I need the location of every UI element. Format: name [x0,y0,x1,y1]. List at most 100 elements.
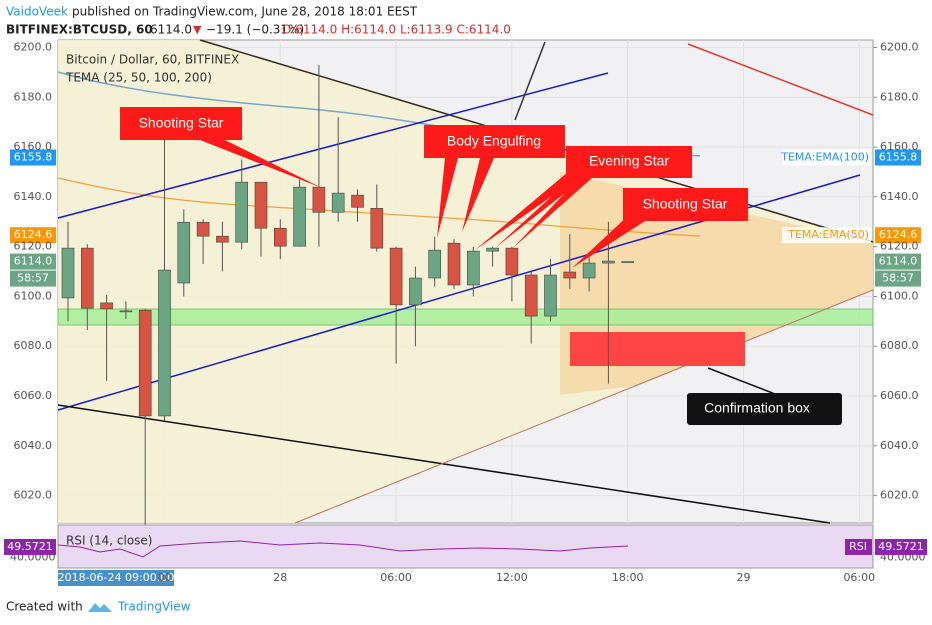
candle-body [486,247,499,252]
rsi-tag [875,538,927,555]
y-tick-label: 6100.0 [14,289,53,302]
y-tick-label: 6120.0 [14,240,53,253]
candle-body [447,242,461,286]
price-tag [875,253,921,270]
tradingview-logo [88,603,112,612]
candle-body [254,181,268,229]
candle-body [331,192,345,213]
callout-pointer [200,140,322,188]
callout-text: Body Engulfing [447,133,541,149]
candle-body [312,186,326,213]
x-tick-label: 06:00 [380,571,412,584]
y-tick-label: 6140.0 [14,190,53,203]
price-tag [10,253,56,270]
candle-body [235,181,248,243]
crosshair-label-bg [58,570,174,586]
legend-study: TEMA (25, 50, 100, 200) [65,71,212,85]
callout-pointer [707,367,776,395]
y-tick-label: 6060.0 [14,389,53,402]
price-tag [875,227,921,244]
callout-pointer [572,214,645,268]
footer-text: Created with [6,600,83,614]
price-tag-label: 6124.6 [14,228,53,241]
candle-body [158,269,171,417]
price-tag [10,227,56,244]
y-tick-label: 6180.0 [14,90,53,103]
y-tick-label: 6100.0 [880,289,919,302]
candle-body [544,274,557,317]
candle-body [409,277,422,306]
candle-body [466,250,480,286]
x-tick-label: 00 [158,571,172,584]
rsi-line [57,540,629,558]
y-tick-label: 6040.0 [14,439,53,452]
callout-pointer [437,158,458,238]
callouts: Shooting Star Body Engulfing Evening Sta… [120,107,842,425]
candle-body [582,262,596,279]
symbol: BITFINEX:BTCUSD, 60 [6,23,153,37]
footer-brand[interactable]: TradingView [117,600,191,614]
callout-box [687,393,842,425]
rsi-name: RSI [849,540,867,553]
candle-body [216,235,229,243]
candle-body [119,310,133,313]
price-tag-label: 6155.8 [14,151,53,164]
y-tick-label: 6040.0 [880,439,919,452]
trendline [57,404,831,524]
rsi-pane [57,524,874,569]
candle-body [177,221,191,284]
candle-body [273,227,287,247]
price-tag-label: 6124.6 [879,228,918,241]
author[interactable]: VaidoVeek [6,5,68,19]
rsi-tag [4,538,56,555]
y-tick-label: 6120.0 [880,240,919,253]
y-tick-label: 6080.0 [880,339,919,352]
price-tag-label: 6155.8 [879,151,918,164]
callout-box [566,146,692,178]
support-zone [57,308,874,326]
x-tick-label: 06:00 [843,571,875,584]
x-tick-label: 29 [737,571,751,584]
callout-text: Confirmation box [704,400,810,416]
candle-body [389,247,403,306]
x-tick-label: 18:00 [612,571,644,584]
candle-body [81,247,94,309]
callout-pointer [513,177,592,248]
callout-text: Evening Star [589,153,669,169]
candle-body [602,260,615,264]
countdown-tag [10,270,56,287]
trendline [514,41,546,121]
y-tick-label: 6080.0 [14,339,53,352]
study-tag-label: TEMA:EMA(100) [780,151,869,164]
price-tag [10,149,56,166]
y-tick-label: 6180.0 [880,90,919,103]
callout-pointer [495,176,584,248]
change-arrow: ▼ [193,23,202,36]
y-tick-label: 6160.0 [14,140,53,153]
channel-line [57,72,609,219]
callout-text: Shooting Star [139,115,224,131]
y-tick-label: 6060.0 [880,389,919,402]
rsi-value: 49.5721 [878,540,924,553]
y-tick-label: 6160.0 [880,140,919,153]
rsi-title: RSI (14, close) [66,534,152,548]
callout-box [623,188,748,221]
y-tick-label: 6200.0 [880,40,919,53]
y-tick-label: 6020.0 [14,489,53,502]
candle-body [293,186,306,247]
countdown: 58:57 [882,272,914,285]
confirmation-zone [570,332,745,366]
legend-symbol: Bitcoin / Dollar, 60, BITFINEX [66,53,239,67]
countdown-tag [875,270,921,287]
candle-body [524,274,538,317]
study-tag [782,227,871,244]
price-tag-label: 6114.0 [14,255,53,268]
x-tick-label: 12:00 [496,571,528,584]
candle-body [370,208,384,249]
countdown: 58:57 [17,272,49,285]
candle-body [61,247,75,299]
change: −19.1 (−0.31%) [206,23,304,37]
x-tick-label: 28 [273,571,287,584]
callout-pointer [462,158,494,232]
